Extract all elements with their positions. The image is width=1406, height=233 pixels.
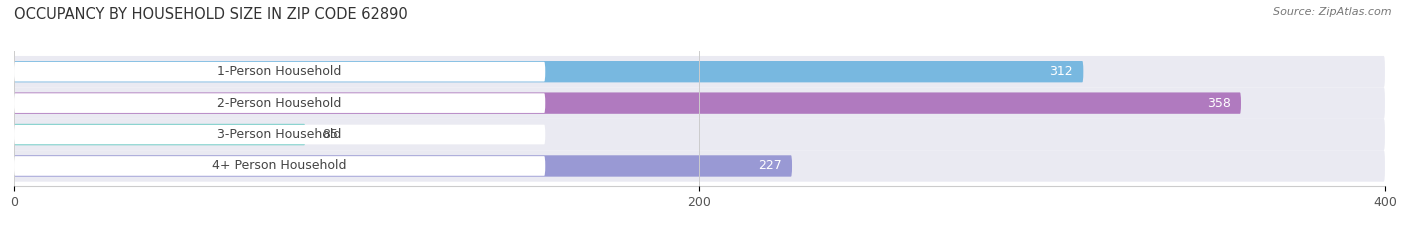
FancyBboxPatch shape [14, 62, 546, 82]
FancyBboxPatch shape [14, 119, 1385, 150]
FancyBboxPatch shape [14, 125, 546, 144]
Text: 2-Person Household: 2-Person Household [218, 97, 342, 110]
Text: 1-Person Household: 1-Person Household [218, 65, 342, 78]
Text: 4+ Person Household: 4+ Person Household [212, 159, 347, 172]
Text: 312: 312 [1049, 65, 1073, 78]
FancyBboxPatch shape [14, 124, 305, 145]
FancyBboxPatch shape [14, 150, 1385, 182]
FancyBboxPatch shape [14, 87, 1385, 119]
FancyBboxPatch shape [14, 155, 792, 177]
Text: 3-Person Household: 3-Person Household [218, 128, 342, 141]
Text: OCCUPANCY BY HOUSEHOLD SIZE IN ZIP CODE 62890: OCCUPANCY BY HOUSEHOLD SIZE IN ZIP CODE … [14, 7, 408, 22]
Text: 85: 85 [322, 128, 339, 141]
FancyBboxPatch shape [14, 156, 546, 176]
FancyBboxPatch shape [14, 93, 1241, 114]
FancyBboxPatch shape [14, 93, 546, 113]
Text: 358: 358 [1206, 97, 1230, 110]
FancyBboxPatch shape [14, 61, 1084, 82]
Text: 227: 227 [758, 159, 782, 172]
FancyBboxPatch shape [14, 56, 1385, 87]
Text: Source: ZipAtlas.com: Source: ZipAtlas.com [1274, 7, 1392, 17]
